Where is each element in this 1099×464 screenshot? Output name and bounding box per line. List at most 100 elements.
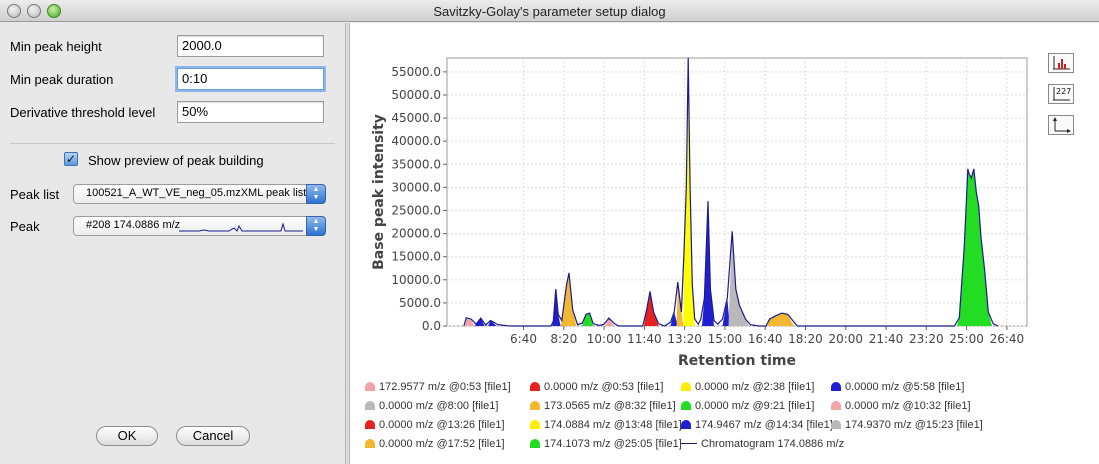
legend-item: 0.0000 m/z @2:38 [file1] <box>681 381 814 393</box>
y-axis-label: Base peak intensity <box>371 114 387 270</box>
legend-label: 0.0000 m/z @2:38 [file1] <box>695 381 815 393</box>
x-tick-label: 11:40 <box>627 332 662 346</box>
peak-area <box>560 272 577 326</box>
select-arrows-icon: ▲ ▼ <box>306 216 326 236</box>
histogram-icon <box>1053 56 1070 70</box>
x-tick-label: 13:20 <box>667 332 702 346</box>
min-peak-duration-label: Min peak duration <box>10 72 114 87</box>
peak-area <box>465 317 474 326</box>
plot-area <box>446 57 1028 327</box>
legend-label: 0.0000 m/z @17:52 [file1] <box>379 438 505 450</box>
preview-panel: 0.0 5000.0 10000.0 15000.0 20000.0 25000.0 300… <box>350 23 1099 464</box>
axes-icon <box>1053 117 1071 133</box>
peak-area <box>956 168 992 326</box>
legend-swatch <box>530 420 540 429</box>
legend-label: 0.0000 m/z @0:53 [file1] <box>544 381 664 393</box>
parameters-panel: Min peak height 2000.0 Min peak duration… <box>0 23 345 464</box>
legend-swatch <box>530 382 540 391</box>
minimize-window-button[interactable] <box>27 4 41 18</box>
min-peak-duration-field[interactable]: 0:10 <box>177 68 324 90</box>
peak-area <box>683 58 695 326</box>
legend-item: 0.0000 m/z @0:53 [file1] <box>530 381 663 393</box>
legend-label: 174.9370 m/z @15:23 [file1] <box>845 419 983 431</box>
x-tick-label: 15:00 <box>708 332 743 346</box>
y-tick-label: 35000.0 <box>391 157 441 171</box>
legend-item: 173.0565 m/z @8:32 [file1] <box>530 400 676 412</box>
y-tick-label: 20000.0 <box>391 227 441 241</box>
legend-item: 0.0000 m/z @9:21 [file1] <box>681 400 814 412</box>
x-tick-label: 6:40 <box>510 332 537 346</box>
y-tick-label: 45000.0 <box>391 111 441 125</box>
data-labels-icon: 227 <box>1053 87 1071 101</box>
peak-list-label: Peak list <box>10 187 60 202</box>
legend-line-swatch <box>681 443 697 444</box>
toggle-peaks-button[interactable] <box>1048 53 1074 73</box>
legend-swatch <box>365 382 375 391</box>
toggle-axes-button[interactable] <box>1048 115 1074 135</box>
y-tick-label: 50000.0 <box>391 88 441 102</box>
x-tick-label: 21:40 <box>869 332 904 346</box>
x-tick-label: 23:20 <box>909 332 944 346</box>
peak-area <box>488 320 497 326</box>
window-title: Savitzky-Golay's parameter setup dialog <box>433 4 666 19</box>
peak-area <box>474 318 485 326</box>
peak-area <box>670 312 678 326</box>
y-tick-label: 0.0 <box>422 319 441 333</box>
peak-list-value: 100521_A_WT_VE_neg_05.mzXML peak list <box>86 187 307 199</box>
ok-button[interactable]: OK <box>96 426 158 446</box>
legend-item: 0.0000 m/z @13:26 [file1] <box>365 419 505 431</box>
x-tick-label: 16:40 <box>748 332 783 346</box>
chromatogram-line <box>463 57 999 327</box>
y-tick-label: 15000.0 <box>391 250 441 264</box>
zoom-window-button[interactable] <box>47 4 61 18</box>
peak-list-select[interactable]: 100521_A_WT_VE_neg_05.mzXML peak list ▲ ▼ <box>73 184 326 204</box>
y-tick-label: 30000.0 <box>391 180 441 194</box>
y-tick-label: 5000.0 <box>399 296 441 310</box>
peak-area <box>605 318 614 326</box>
toggle-labels-button[interactable]: 227 <box>1048 84 1074 104</box>
peak-sparkline <box>179 222 303 232</box>
legend-swatch <box>365 401 375 410</box>
legend-swatch <box>831 382 841 391</box>
legend-label: 174.0884 m/z @13:48 [file1] <box>544 419 682 431</box>
legend-label: 172.9577 m/z @0:53 [file1] <box>379 381 511 393</box>
legend-label: 174.1073 m/z @25:05 [file1] <box>544 438 682 450</box>
legend-swatch <box>530 439 540 448</box>
legend-swatch <box>365 439 375 448</box>
chromatogram-chart[interactable]: 0.0 5000.0 10000.0 15000.0 20000.0 25000.0 300… <box>350 23 1040 373</box>
legend-label: 0.0000 m/z @13:26 [file1] <box>379 419 505 431</box>
legend-swatch <box>681 420 691 429</box>
y-tick-label: 25000.0 <box>391 203 441 217</box>
legend-item: 0.0000 m/z @10:32 [file1] <box>831 400 971 412</box>
cancel-button[interactable]: Cancel <box>176 426 250 446</box>
x-tick-label: 18:20 <box>788 332 823 346</box>
peak-label: Peak <box>10 219 40 234</box>
y-tick-label: 40000.0 <box>391 134 441 148</box>
legend-item: 174.9370 m/z @15:23 [file1] <box>831 419 983 431</box>
legend-item: 0.0000 m/z @17:52 [file1] <box>365 438 505 450</box>
peak-area <box>767 313 794 326</box>
legend-label: 0.0000 m/z @5:58 [file1] <box>845 381 965 393</box>
x-tick-label: 8:20 <box>550 332 577 346</box>
derivative-threshold-field[interactable]: 50% <box>177 101 324 123</box>
legend-item: 0.0000 m/z @5:58 [file1] <box>831 381 964 393</box>
x-tick-label: 26:40 <box>990 332 1025 346</box>
peak-select[interactable]: #208 174.0886 m/z ▲ ▼ <box>73 216 326 236</box>
peak-area <box>722 298 730 326</box>
legend-label: 174.9467 m/z @14:34 [file1] <box>695 419 833 431</box>
min-peak-height-label: Min peak height <box>10 39 102 54</box>
legend-swatch <box>681 401 691 410</box>
x-tick-label: 25:00 <box>949 332 984 346</box>
svg-text:227: 227 <box>1056 87 1071 96</box>
separator <box>10 143 335 144</box>
min-peak-height-field[interactable]: 2000.0 <box>177 35 324 57</box>
show-preview-checkbox[interactable]: ✓ <box>64 152 78 166</box>
title-bar: Savitzky-Golay's parameter setup dialog <box>0 0 1099 22</box>
split-pane-divider[interactable] <box>345 23 350 464</box>
legend-swatch <box>681 382 691 391</box>
legend-label: 0.0000 m/z @10:32 [file1] <box>845 400 971 412</box>
legend-swatch <box>831 401 841 410</box>
close-window-button[interactable] <box>7 4 21 18</box>
select-arrows-icon: ▲ ▼ <box>306 184 326 204</box>
legend-label: 173.0565 m/z @8:32 [file1] <box>544 400 676 412</box>
